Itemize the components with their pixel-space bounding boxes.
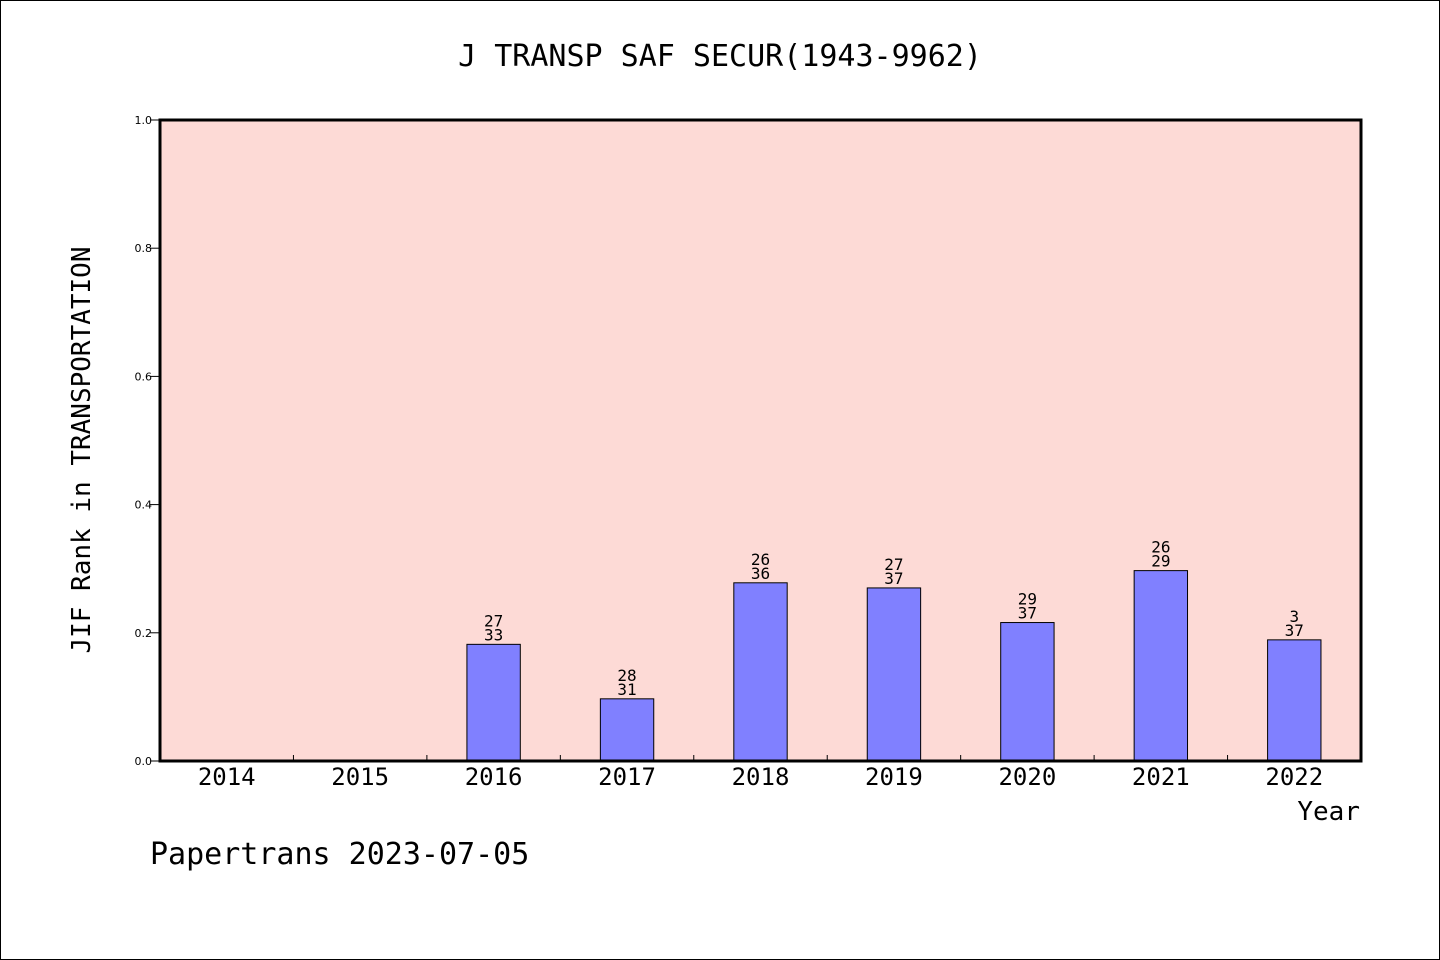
bar-label-bottom: 29 xyxy=(1151,552,1170,571)
y-axis-label: JIF Rank in TRANSPORTATION xyxy=(67,247,97,654)
bar-label-bottom: 31 xyxy=(617,680,636,699)
y-tick-label: 0.8 xyxy=(135,242,153,255)
bar-label-bottom: 37 xyxy=(1285,621,1304,640)
bar-2018 xyxy=(733,582,788,762)
x-tick-label: 2020 xyxy=(998,763,1056,791)
x-tick-label: 2016 xyxy=(465,763,523,791)
plot-border xyxy=(158,118,1363,763)
bar-2019 xyxy=(866,587,922,762)
bar-label-top: 27 xyxy=(884,555,903,574)
bar-2021 xyxy=(1133,570,1189,762)
bar-2022 xyxy=(1267,639,1322,762)
x-tick-label: 2019 xyxy=(865,763,923,791)
bar-label-top: 3 xyxy=(1289,607,1299,626)
bar-label-top: 26 xyxy=(751,550,770,569)
x-tick-label: 2014 xyxy=(198,763,256,791)
bar-2020 xyxy=(1000,622,1055,762)
ticks-group: 0.0 0.2 0.4 0.6 0.8 1.0 2014 2015 2016 2017 2018 20… xyxy=(135,114,1324,791)
footer-credit: Papertrans 2023-07-05 xyxy=(150,837,529,872)
x-tick-label: 2021 xyxy=(1132,763,1190,791)
y-tick-label: 0.2 xyxy=(135,627,153,640)
bar-label-top: 29 xyxy=(1018,590,1037,609)
y-tick-label: 0.4 xyxy=(135,499,153,512)
x-tick-label: 2018 xyxy=(732,763,790,791)
bar-label-bottom: 37 xyxy=(1018,604,1037,623)
x-tick-label: 2017 xyxy=(598,763,656,791)
bar-label-bottom: 33 xyxy=(484,625,503,644)
bar-2016 xyxy=(466,643,521,762)
bar-label-top: 28 xyxy=(617,666,636,685)
x-tick-label: 2022 xyxy=(1265,763,1323,791)
bar-2017 xyxy=(599,698,655,762)
bar-label-top: 26 xyxy=(1151,538,1170,557)
y-tick-label: 0.6 xyxy=(135,370,153,383)
y-tick-label: 0.0 xyxy=(135,755,153,768)
bar-label-top: 27 xyxy=(484,611,503,630)
chart-title: J TRANSP SAF SECUR(1943-9962) xyxy=(458,39,982,74)
x-axis-label: Year xyxy=(1297,797,1360,827)
x-tick-label: 2015 xyxy=(331,763,389,791)
bar-label-bottom: 37 xyxy=(884,569,903,588)
y-tick-label: 1.0 xyxy=(135,114,153,127)
bar-label-bottom: 36 xyxy=(751,564,770,583)
